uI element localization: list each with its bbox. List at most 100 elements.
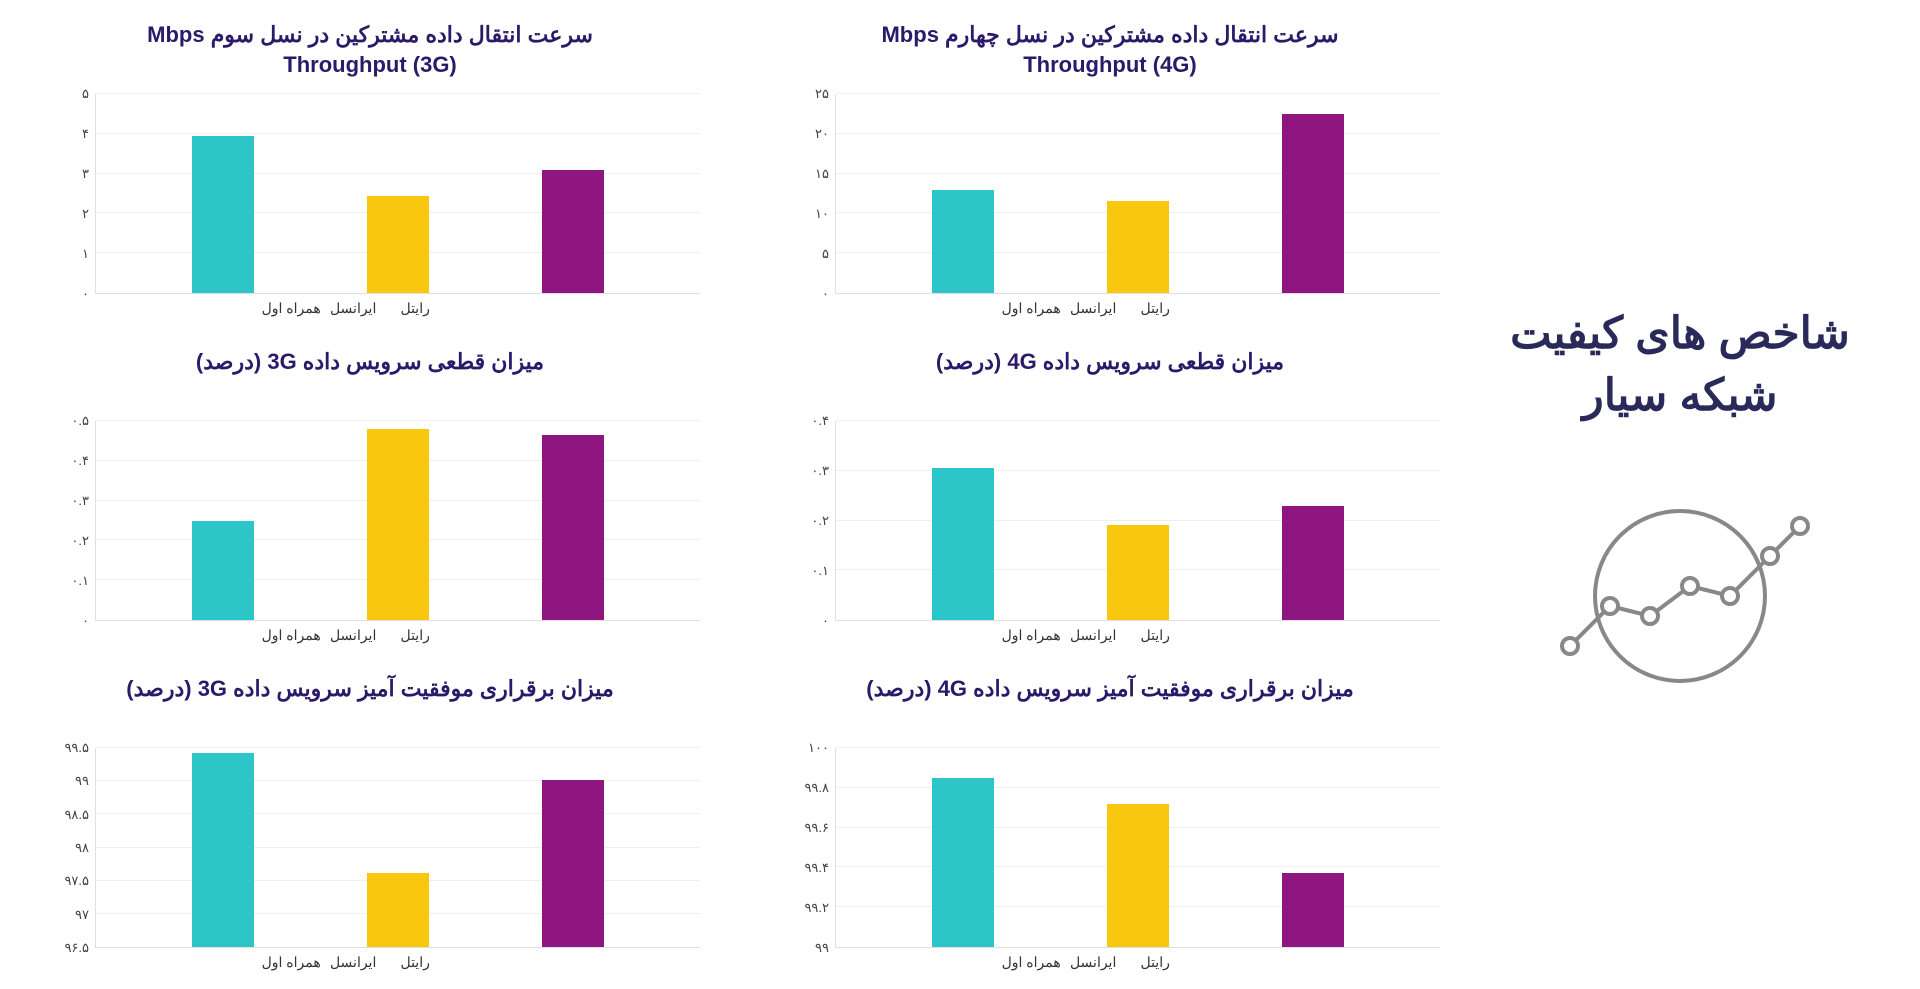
grid-line	[96, 813, 700, 814]
x-label: ایرانسل	[322, 300, 384, 317]
x-label: رایتل	[1124, 300, 1186, 317]
y-tick: ۰	[82, 286, 89, 302]
bar-0	[932, 468, 994, 620]
x-label: رایتل	[384, 627, 446, 644]
grid-line	[836, 420, 1440, 421]
y-tick: ۵	[822, 246, 829, 262]
bar-1	[1107, 201, 1169, 293]
plot-area	[836, 94, 1440, 294]
sidebar-title: شاخص های کیفیت شبکه سیار	[1500, 303, 1860, 426]
bar-0	[932, 190, 994, 293]
chart-title: سرعت انتقال داده مشترکین در نسل سوم Mbps…	[147, 20, 593, 82]
chart-panel-throughput-3g: سرعت انتقال داده مشترکین در نسل سوم Mbps…	[40, 20, 700, 317]
y-tick: ۲۵	[815, 86, 829, 102]
y-axis: ۰۰.۱۰.۲۰.۳۰.۴	[780, 421, 836, 621]
x-label: رایتل	[1124, 954, 1186, 971]
chart-body: ۰۵۱۰۱۵۲۰۲۵	[780, 94, 1440, 294]
plot-area	[836, 748, 1440, 948]
chart-panel-success-4g: میزان برقراری موفقیت آمیز سرویس داده 4G …	[780, 674, 1440, 971]
x-axis: همراه اولایرانسلرایتل	[989, 300, 1231, 317]
y-tick: ۹۹.۵	[64, 740, 89, 756]
grid-line	[96, 780, 700, 781]
grid-line	[836, 747, 1440, 748]
x-label: همراه اول	[1000, 627, 1062, 644]
x-label: همراه اول	[1000, 954, 1062, 971]
bar-1	[367, 873, 429, 947]
bar-2	[542, 780, 604, 947]
grid-line	[96, 847, 700, 848]
y-tick: ۳	[82, 166, 89, 182]
x-label: رایتل	[384, 954, 446, 971]
y-tick: ۹۷.۵	[64, 873, 89, 889]
grid-line	[836, 93, 1440, 94]
x-label: ایرانسل	[322, 627, 384, 644]
charts-grid: سرعت انتقال داده مشترکین در نسل چهارم Mb…	[40, 20, 1480, 969]
y-tick: ۰.۱	[71, 573, 89, 589]
x-label: ایرانسل	[322, 954, 384, 971]
x-label: ایرانسل	[1062, 954, 1124, 971]
bar-2	[542, 170, 604, 293]
bar-0	[192, 753, 254, 947]
y-tick: ۱۰	[815, 206, 829, 222]
y-tick: ۱	[82, 246, 89, 262]
y-tick: ۰.۴	[811, 413, 829, 429]
bar-1	[367, 429, 429, 620]
y-tick: ۰	[822, 286, 829, 302]
x-label: همراه اول	[260, 300, 322, 317]
plot-area	[96, 94, 700, 294]
chart-body: ۰۱۲۳۴۵	[40, 94, 700, 294]
y-tick: ۹۹	[75, 773, 89, 789]
grid-line	[836, 520, 1440, 521]
y-tick: ۹۶.۵	[64, 940, 89, 956]
grid-line	[836, 133, 1440, 134]
x-axis: همراه اولایرانسلرایتل	[249, 954, 491, 971]
y-tick: ۹۹.۸	[804, 780, 829, 796]
chart-title: میزان برقراری موفقیت آمیز سرویس داده 4G …	[866, 674, 1353, 736]
y-tick: ۹۹	[815, 940, 829, 956]
y-tick: ۹۹.۶	[804, 820, 829, 836]
x-label: همراه اول	[260, 627, 322, 644]
y-tick: ۴	[82, 126, 89, 142]
y-tick: ۰.۱	[811, 563, 829, 579]
x-label: همراه اول	[260, 954, 322, 971]
y-tick: ۰.۳	[811, 463, 829, 479]
bar-2	[1282, 873, 1344, 947]
grid-line	[836, 787, 1440, 788]
chart-panel-drop-4g: میزان قطعی سرویس داده 4G (درصد) ۰۰.۱۰.۲۰.…	[780, 347, 1440, 644]
chart-panel-throughput-4g: سرعت انتقال داده مشترکین در نسل چهارم Mb…	[780, 20, 1440, 317]
y-tick: ۰.۵	[71, 413, 89, 429]
x-label: همراه اول	[1000, 300, 1062, 317]
chart-body: ۰۰.۱۰.۲۰.۳۰.۴	[780, 421, 1440, 621]
y-tick: ۰	[82, 613, 89, 629]
y-tick: ۹۸.۵	[64, 807, 89, 823]
bar-0	[192, 136, 254, 293]
grid-line	[96, 420, 700, 421]
y-tick: ۰.۲	[71, 533, 89, 549]
y-tick: ۹۹.۴	[804, 860, 829, 876]
grid-line	[836, 173, 1440, 174]
chart-title: میزان قطعی سرویس داده 4G (درصد)	[936, 347, 1284, 409]
y-axis: ۰۰.۱۰.۲۰.۳۰.۴۰.۵	[40, 421, 96, 621]
page-root: شاخص های کیفیت شبکه سیار سرعت انتقال داد…	[0, 0, 1920, 989]
sidebar: شاخص های کیفیت شبکه سیار	[1480, 20, 1880, 969]
bar-2	[1282, 506, 1344, 620]
y-axis: ۰۱۲۳۴۵	[40, 94, 96, 294]
bar-2	[1282, 114, 1344, 293]
y-tick: ۹۹.۲	[804, 900, 829, 916]
line-chart-icon	[1550, 486, 1810, 686]
y-axis: ۹۶.۵۹۷۹۷.۵۹۸۹۸.۵۹۹۹۹.۵	[40, 748, 96, 948]
chart-title: سرعت انتقال داده مشترکین در نسل چهارم Mb…	[881, 20, 1338, 82]
bar-1	[1107, 804, 1169, 947]
bar-2	[542, 435, 604, 620]
bar-1	[1107, 525, 1169, 620]
x-label: ایرانسل	[1062, 627, 1124, 644]
x-label: رایتل	[1124, 627, 1186, 644]
grid-line	[96, 173, 700, 174]
plot-area	[96, 421, 700, 621]
chart-body: ۹۹۹۹.۲۹۹.۴۹۹.۶۹۹.۸۱۰۰	[780, 748, 1440, 948]
grid-line	[96, 133, 700, 134]
y-tick: ۰.۴	[71, 453, 89, 469]
x-label: رایتل	[384, 300, 446, 317]
chart-panel-success-3g: میزان برقراری موفقیت آمیز سرویس داده 3G …	[40, 674, 700, 971]
chart-title: میزان برقراری موفقیت آمیز سرویس داده 3G …	[126, 674, 613, 736]
